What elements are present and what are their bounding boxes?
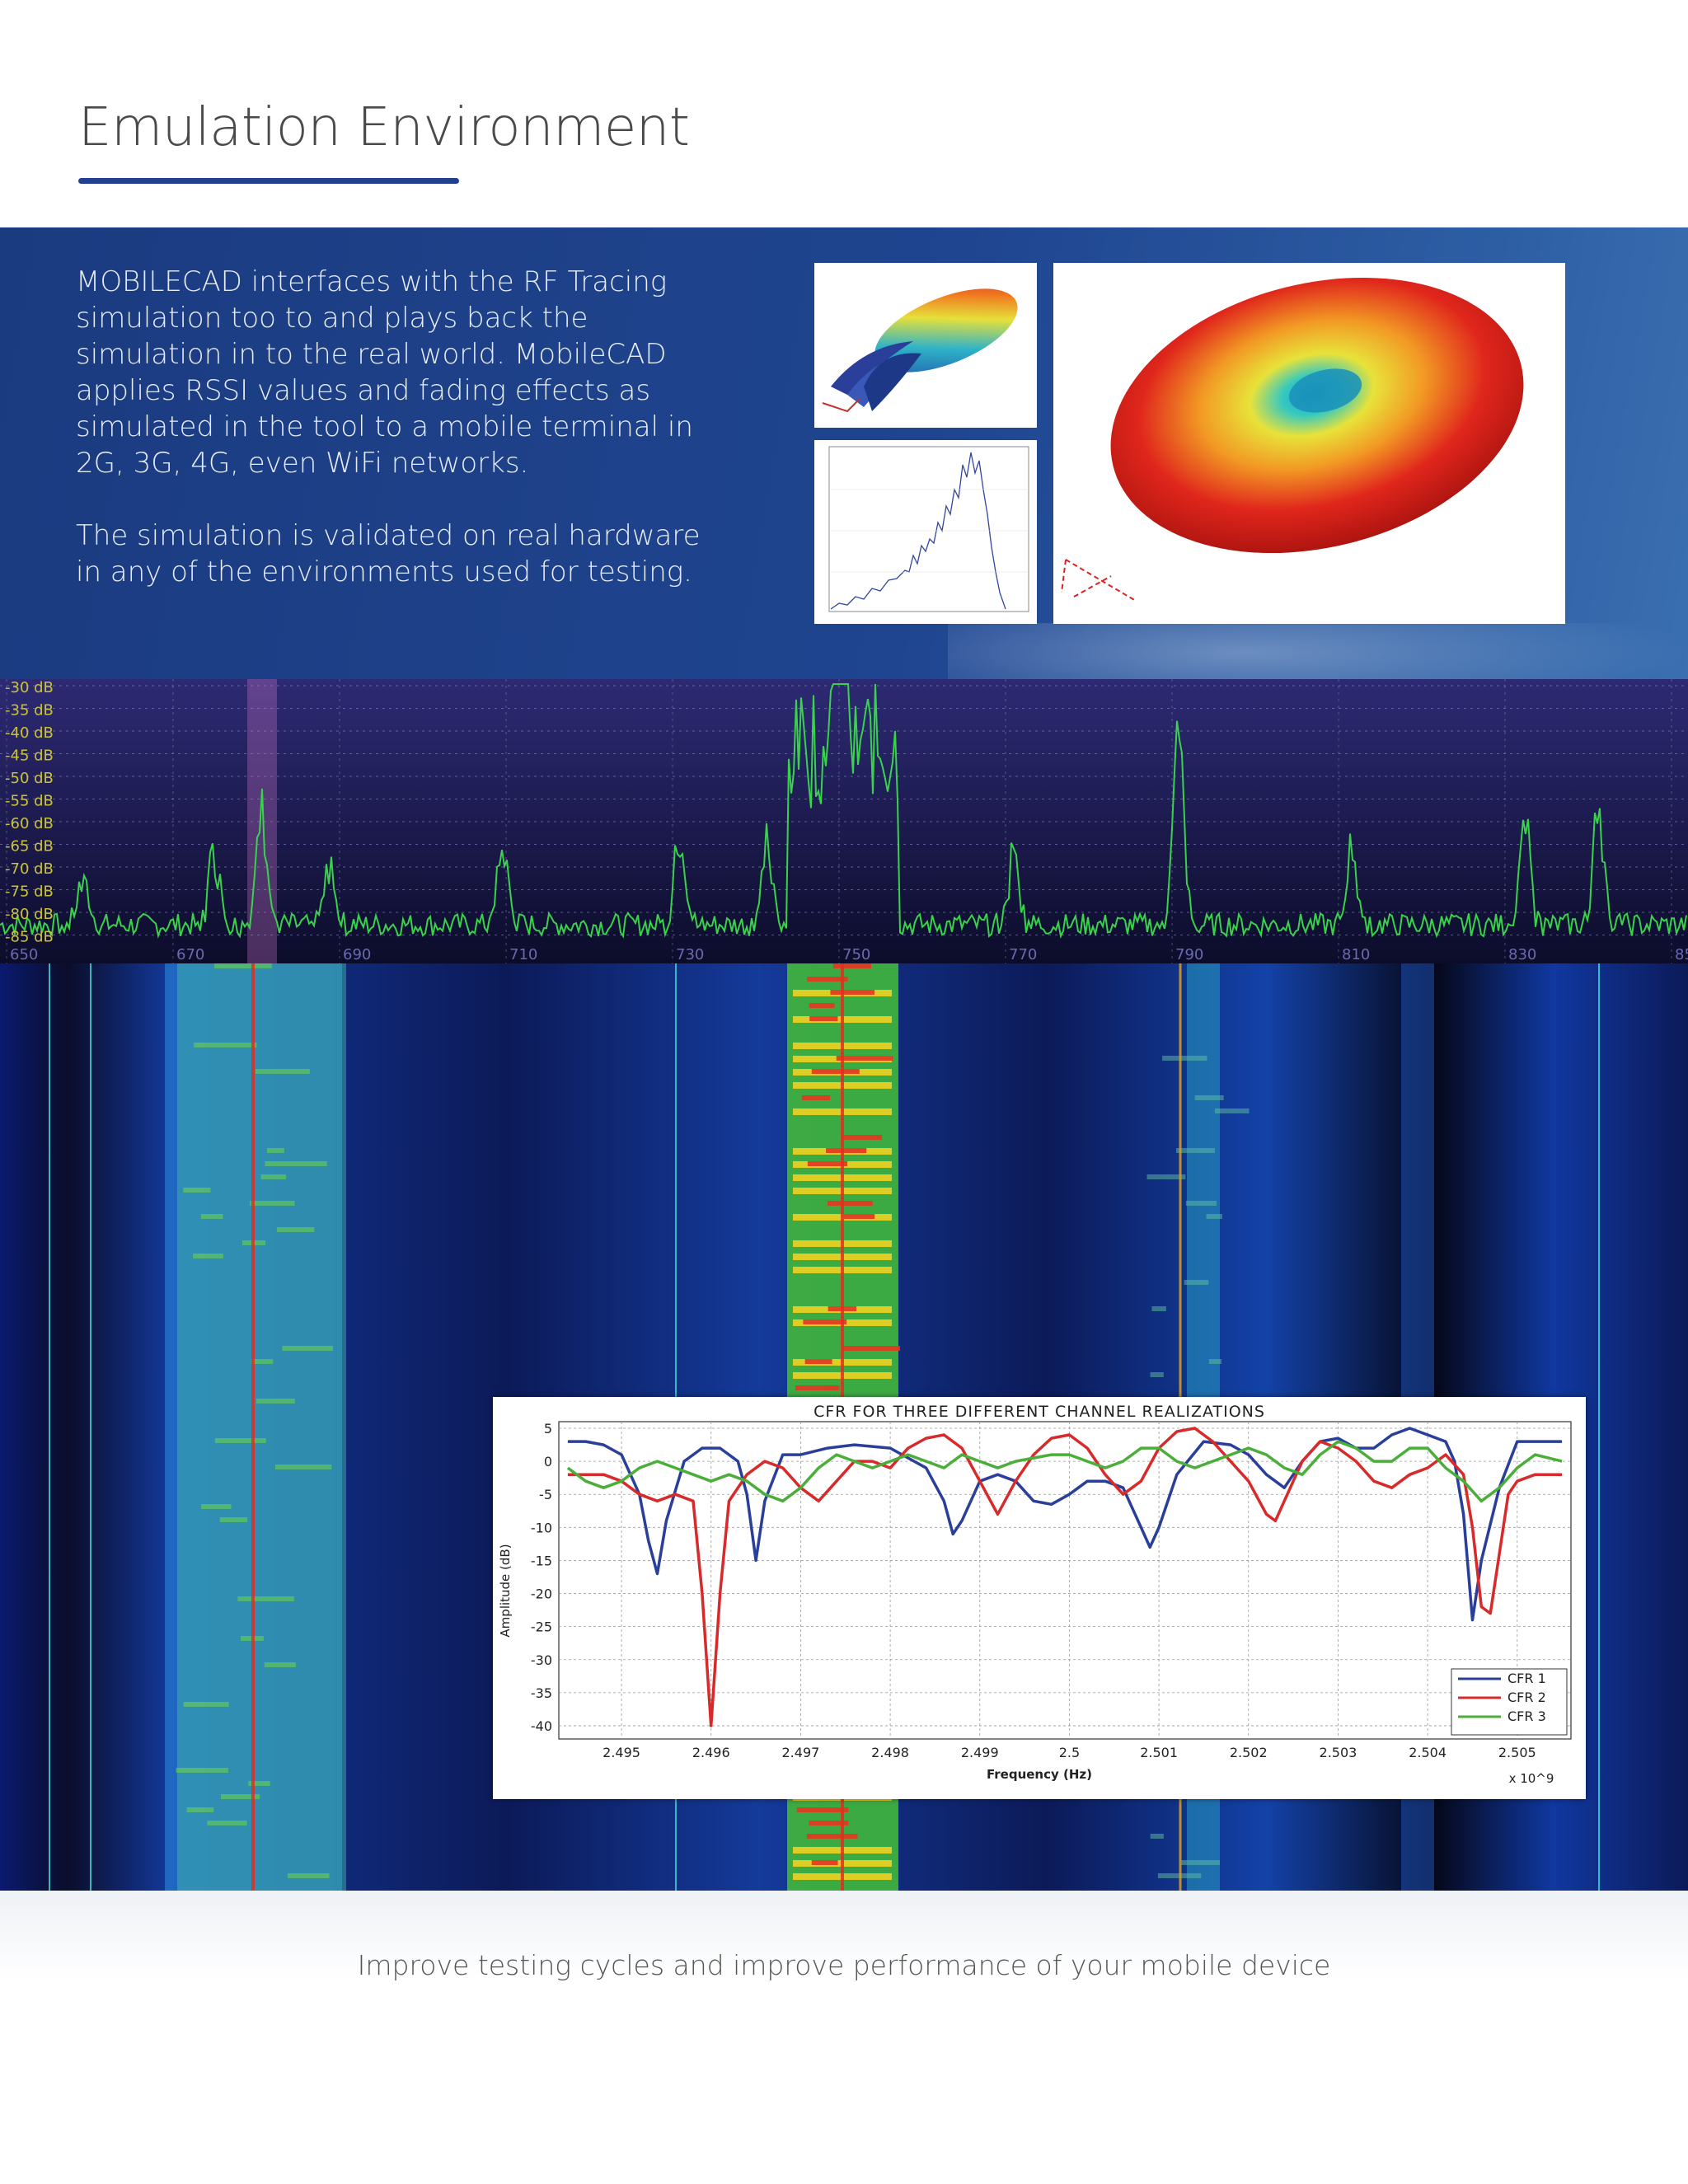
db-label: -70 dB — [5, 860, 54, 878]
db-label: -65 dB — [5, 838, 54, 855]
freq-label: 690 — [343, 946, 371, 963]
series-line — [566, 1440, 1563, 1503]
db-label: -80 dB — [5, 906, 54, 923]
footer-area — [0, 1891, 1688, 2184]
title-underline — [78, 178, 459, 184]
chart-title: CFR FOR THREE DIFFERENT CHANNEL REALIZAT… — [814, 1403, 1265, 1421]
legend-label: CFR 1 — [1507, 1671, 1546, 1686]
db-label: -55 dB — [5, 793, 54, 810]
legend-label: CFR 2 — [1507, 1690, 1546, 1705]
x-multiplier: x 10^9 — [1509, 1771, 1554, 1786]
db-label: -45 dB — [5, 748, 54, 765]
x-tick-label: 2.497 — [782, 1745, 820, 1760]
freq-label: 750 — [842, 946, 870, 963]
db-label: -40 dB — [5, 724, 54, 742]
y-tick-label: -10 — [531, 1520, 552, 1535]
db-label: -85 dB — [5, 929, 54, 946]
x-axis-label: Frequency (Hz) — [987, 1767, 1092, 1782]
x-tick-label: 2.499 — [961, 1745, 999, 1760]
y-tick-label: -20 — [531, 1586, 552, 1602]
chart-legend: CFR 1 CFR 2 CFR 3 — [1451, 1668, 1568, 1736]
x-tick-label: 2.501 — [1140, 1745, 1178, 1760]
freq-label: 830 — [1508, 946, 1536, 963]
radiation-lobe-image — [814, 263, 1037, 428]
x-tick-label: 2.505 — [1498, 1745, 1536, 1760]
y-tick-label: 5 — [544, 1421, 552, 1436]
y-tick-label: -35 — [531, 1685, 552, 1701]
x-tick-label: 2.495 — [603, 1745, 640, 1760]
db-label: -60 dB — [5, 815, 54, 832]
y-axis-label: Amplitude (dB) — [498, 1544, 513, 1637]
noise-spectrum-image — [814, 440, 1037, 624]
series-line — [567, 1427, 1563, 1727]
db-label: -75 dB — [5, 883, 54, 901]
db-label: -30 dB — [5, 679, 54, 696]
cfr-chart: CFR FOR THREE DIFFERENT CHANNEL REALIZAT… — [493, 1397, 1586, 1799]
x-tick-label: 2.502 — [1230, 1745, 1268, 1760]
freq-label: 650 — [10, 946, 38, 963]
x-tick-label: 2.496 — [692, 1745, 730, 1760]
intro-text: MOBILECAD interfaces with the RF Tracing… — [76, 264, 702, 626]
freq-label: 790 — [1175, 946, 1203, 963]
freq-label: 810 — [1342, 946, 1370, 963]
tagline: Improve testing cycles and improve perfo… — [357, 1949, 1331, 1981]
intro-paragraph-2: The simulation is validated on real hard… — [76, 519, 701, 588]
freq-label: 710 — [509, 946, 537, 963]
db-label: -50 dB — [5, 770, 54, 787]
x-tick-label: 2.504 — [1409, 1745, 1447, 1760]
x-tick-label: 2.503 — [1320, 1745, 1357, 1760]
y-tick-label: -5 — [539, 1487, 552, 1502]
y-tick-label: -40 — [531, 1718, 552, 1734]
y-tick-label: -15 — [531, 1553, 552, 1568]
torus-pattern-image — [1053, 263, 1565, 624]
x-tick-label: 2.5 — [1059, 1745, 1080, 1760]
freq-label: 770 — [1009, 946, 1037, 963]
intro-paragraph-1: MOBILECAD interfaces with the RF Tracing… — [76, 265, 693, 480]
db-label: -35 dB — [5, 702, 54, 719]
series-line — [567, 1427, 1563, 1622]
legend-label: CFR 3 — [1507, 1708, 1546, 1724]
freq-label: 850 — [1675, 946, 1688, 963]
light-streak — [948, 623, 1688, 679]
y-tick-label: -25 — [531, 1619, 552, 1635]
page-title: Emulation Environment — [78, 97, 690, 158]
y-tick-label: -30 — [531, 1652, 552, 1668]
y-tick-label: 0 — [544, 1454, 552, 1469]
x-tick-label: 2.498 — [871, 1745, 909, 1760]
freq-label: 670 — [176, 946, 204, 963]
freq-label: 730 — [676, 946, 704, 963]
